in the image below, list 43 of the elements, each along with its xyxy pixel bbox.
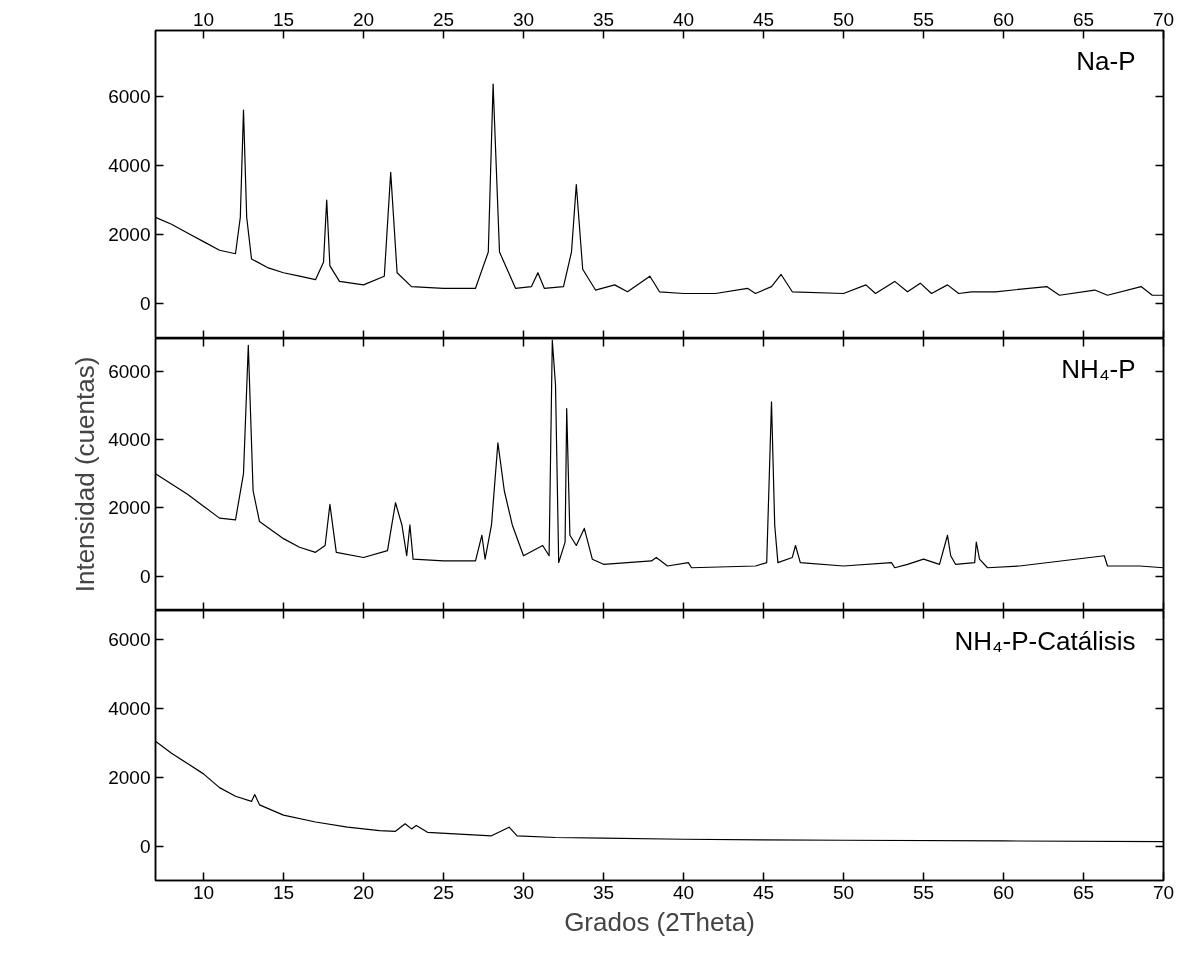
x2-tick-label: 30 xyxy=(512,8,535,30)
y-tick-label: 6000 xyxy=(108,85,151,107)
x2-tick-label: 15 xyxy=(272,8,295,30)
x-tick-label: 65 xyxy=(1072,881,1095,903)
x2-tick-label: 55 xyxy=(912,8,935,30)
x-tick-label: 25 xyxy=(432,881,455,903)
x2-tick-label: 60 xyxy=(992,8,1015,30)
annotation: NH₄-P xyxy=(1061,353,1136,384)
y-tick-label: 0 xyxy=(139,565,151,587)
x-tick-label: 35 xyxy=(592,881,615,903)
y-tick-label: 4000 xyxy=(108,154,151,176)
y-tick-label: 6000 xyxy=(108,629,151,651)
x2-tick-label: 40 xyxy=(672,8,695,30)
y-tick-label: 2000 xyxy=(108,224,151,246)
x-tick-label: 45 xyxy=(752,881,775,903)
annotation: NH₄-P-Catálisis xyxy=(954,625,1136,656)
x-tick-label: 70 xyxy=(1152,881,1175,903)
x-tick-label: 10 xyxy=(192,881,215,903)
annotation: Na-P xyxy=(1076,45,1136,76)
x2-tick-label: 45 xyxy=(752,8,775,30)
x2-tick-label: 70 xyxy=(1152,8,1175,30)
x2-tick-label: 10 xyxy=(192,8,215,30)
x-tick-label: 50 xyxy=(832,881,855,903)
x-tick-label: 15 xyxy=(272,881,295,903)
y-tick-label: 4000 xyxy=(108,698,151,720)
x2-tick-label: 50 xyxy=(832,8,855,30)
y-tick-label: 6000 xyxy=(108,360,151,382)
y-axis-title: Intensidad (cuentas) xyxy=(70,356,101,593)
x2-tick-label: 20 xyxy=(352,8,375,30)
y-tick-label: 2000 xyxy=(108,766,151,788)
x2-tick-label: 65 xyxy=(1072,8,1095,30)
x-axis-title: Grados (2Theta) xyxy=(564,906,755,937)
x-tick-label: 30 xyxy=(512,881,535,903)
y-tick-label: 0 xyxy=(139,293,151,315)
x-tick-label: 60 xyxy=(992,881,1015,903)
x-tick-label: 40 xyxy=(672,881,695,903)
x2-tick-label: 25 xyxy=(432,8,455,30)
x2-tick-label: 35 xyxy=(592,8,615,30)
x-tick-label: 55 xyxy=(912,881,935,903)
y-tick-label: 4000 xyxy=(108,428,151,450)
y-tick-label: 0 xyxy=(139,835,151,857)
y-tick-label: 2000 xyxy=(108,497,151,519)
x-tick-label: 20 xyxy=(352,881,375,903)
